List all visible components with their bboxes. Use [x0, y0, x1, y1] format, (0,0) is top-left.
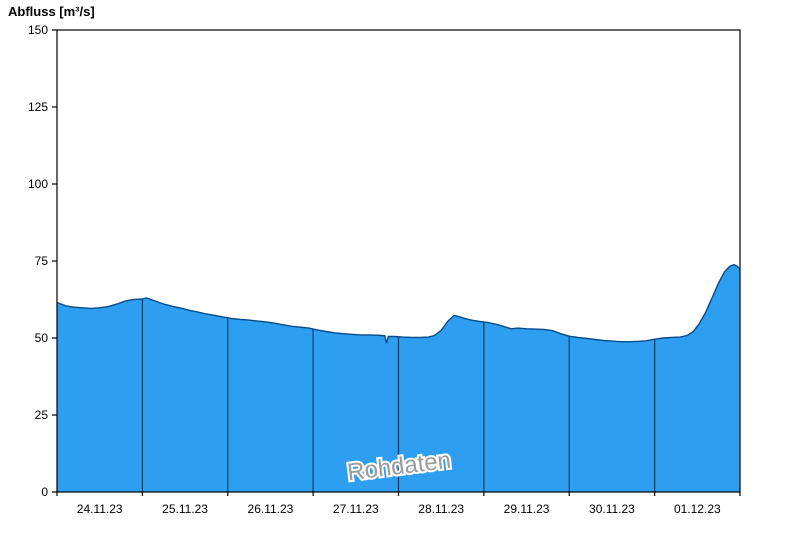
x-axis-tick-label: 24.11.23: [77, 502, 123, 516]
series-outline: [56, 263, 741, 344]
x-axis-tick-label: 30.11.23: [589, 502, 635, 516]
day-dividers: [141, 264, 656, 492]
y-axis-tick-label: 25: [35, 408, 49, 422]
y-axis-tick-label: 50: [35, 331, 49, 345]
chart-title: Abfluss [m³/s]: [8, 4, 95, 19]
y-axis-tick-label: 125: [28, 100, 48, 114]
x-axis-tick-label: 27.11.23: [333, 502, 379, 516]
x-axis-tick-label: 28.11.23: [418, 502, 464, 516]
x-axis-tick-label: 26.11.23: [248, 502, 294, 516]
y-axis-tick-label: 0: [41, 485, 48, 499]
y-axis-tick-label: 75: [35, 254, 49, 268]
x-axis-tick-label: 01.12.23: [674, 502, 721, 516]
y-axis-tick-label: 100: [28, 177, 48, 191]
y-axis-tick-label: 150: [28, 23, 48, 37]
x-axis-tick-label: 25.11.23: [162, 502, 208, 516]
x-axis-tick-label: 29.11.23: [504, 502, 550, 516]
